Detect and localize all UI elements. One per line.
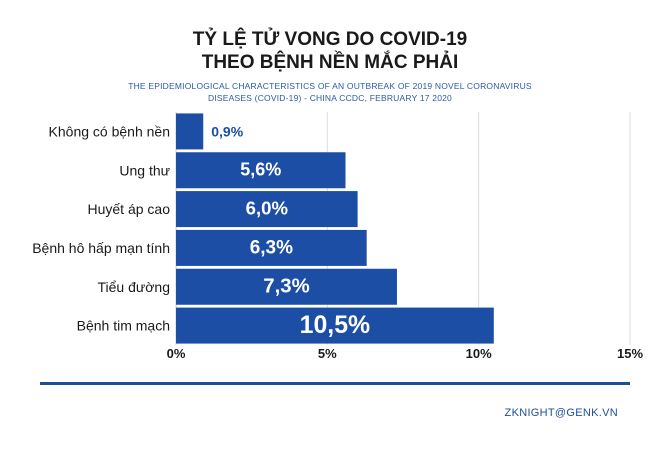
- source-line1: THE EPIDEMIOLOGICAL CHARACTERISTICS OF A…: [128, 81, 532, 91]
- chart-title-line1: TỶ LỆ TỬ VONG DO COVID-19: [192, 29, 468, 50]
- footer-credit: ZKNIGHT@GENK.VN: [504, 407, 618, 419]
- data-label: 6,0%: [246, 197, 288, 218]
- source-line2: DISEASES (COVID-19) - CHINA CCDC, FEBRUA…: [208, 93, 452, 103]
- bar: [176, 268, 397, 305]
- bar: [176, 229, 367, 266]
- category-label: Tiểu đường: [97, 279, 170, 295]
- category-label: Huyết áp cao: [88, 201, 171, 217]
- data-label: 10,5%: [300, 311, 371, 339]
- bar: [176, 191, 358, 228]
- bar: [176, 113, 204, 150]
- category-label: Không có bệnh nền: [49, 123, 170, 139]
- chart-title-line2: THEO BỆNH NỀN MẮC PHẢI: [201, 52, 459, 73]
- data-label: 0,9%: [211, 123, 243, 139]
- category-label: Bệnh tim mạch: [77, 318, 170, 334]
- bar: [176, 307, 494, 344]
- x-tick-label: 10%: [466, 346, 492, 361]
- x-tick-label: 15%: [617, 346, 643, 361]
- category-label: Ung thư: [119, 162, 170, 178]
- bar: [176, 152, 346, 189]
- category-label: Bệnh hô hấp mạn tính: [32, 240, 170, 256]
- data-label: 5,6%: [240, 159, 281, 179]
- data-label: 6,3%: [250, 237, 293, 258]
- x-tick-label: 0%: [167, 346, 186, 361]
- footer-divider: [40, 382, 630, 385]
- data-label: 7,3%: [263, 276, 309, 298]
- x-tick-label: 5%: [318, 346, 337, 361]
